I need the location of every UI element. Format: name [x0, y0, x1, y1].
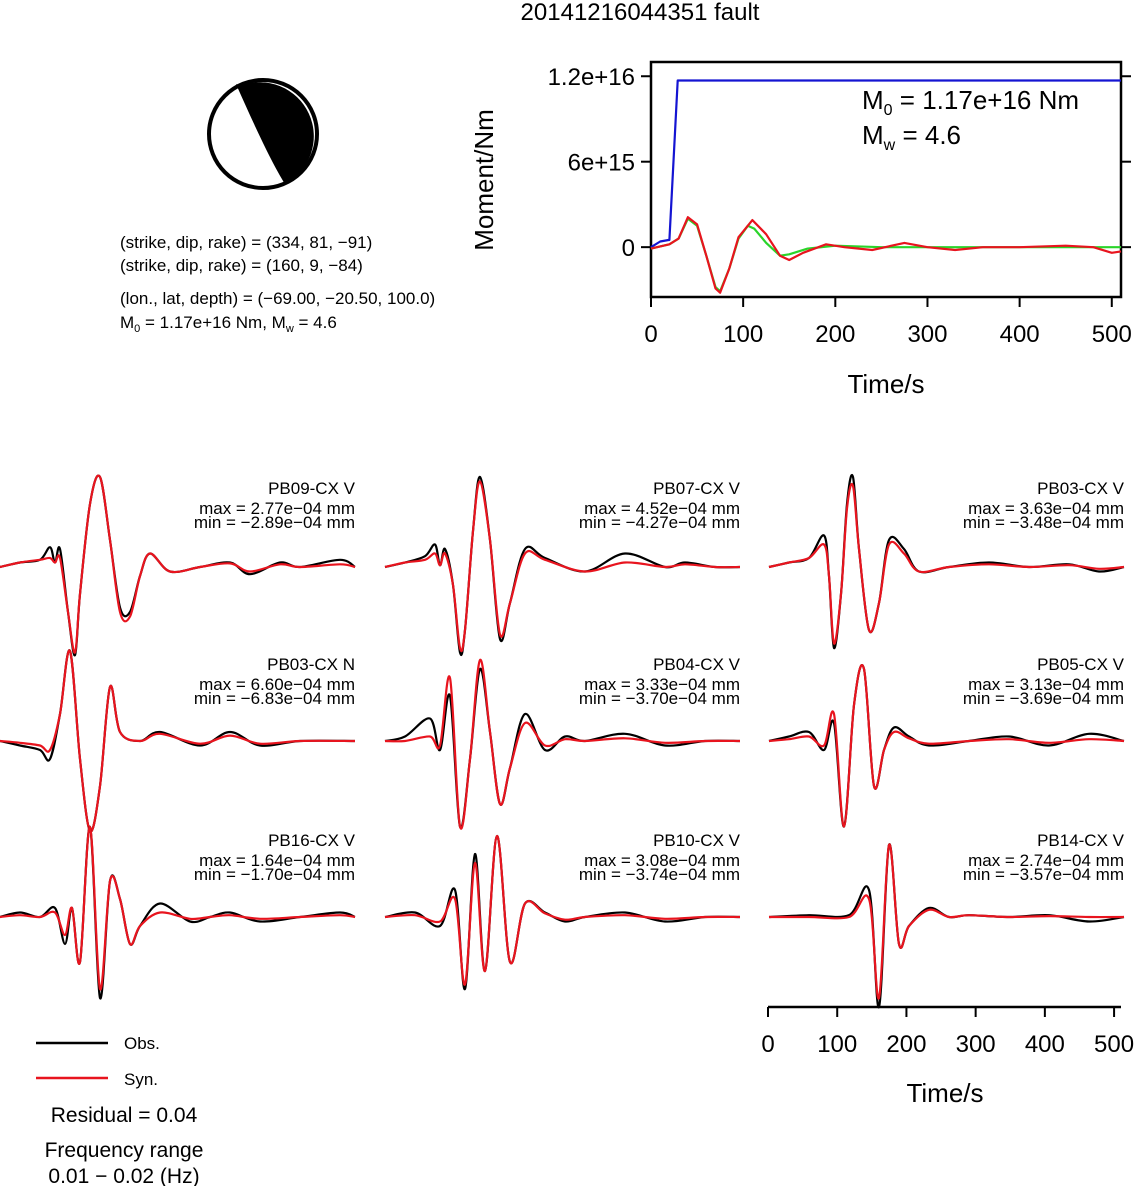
station-max: max = 3.13e−04 mm	[968, 675, 1124, 694]
moment-y-tick-label: 1.2e+16	[548, 64, 635, 91]
moment-series	[650, 79, 1122, 294]
synthetic-trace	[384, 834, 741, 986]
moment-x-tick-label: 100	[723, 321, 763, 348]
station-max: max = 6.60e−04 mm	[199, 675, 355, 694]
legend: Obs. Syn. Residual = 0.04 Frequency rang…	[36, 1034, 203, 1186]
waveform-x-label: Time/s	[906, 1078, 983, 1108]
station-max: max = 2.74e−04 mm	[968, 851, 1124, 870]
station-max: max = 4.52e−04 mm	[584, 499, 740, 518]
station-min: min = −1.70e−04 mm	[194, 865, 355, 884]
moment-series-rate	[650, 217, 1121, 293]
station-label: PB10-CX V	[653, 831, 741, 850]
synthetic-trace	[0, 474, 356, 654]
station-min: min = −3.48e−04 mm	[963, 513, 1124, 532]
legend-obs-label: Obs.	[124, 1034, 160, 1053]
station-max: max = 1.64e−04 mm	[199, 851, 355, 870]
moment-x-tick-label: 400	[1000, 321, 1040, 348]
station-max: max = 2.77e−04 mm	[199, 499, 355, 518]
station-label: PB07-CX V	[653, 479, 741, 498]
moment-x-label: Time/s	[847, 369, 924, 399]
station-max: max = 3.63e−04 mm	[968, 499, 1124, 518]
moment-x-tick-label: 300	[907, 321, 947, 348]
station-min: min = −2.89e−04 mm	[194, 513, 355, 532]
synthetic-trace	[0, 649, 356, 833]
station-min: min = −4.27e−04 mm	[579, 513, 740, 532]
station-max: max = 3.33e−04 mm	[584, 675, 740, 694]
legend-residual: Residual = 0.04	[51, 1104, 198, 1127]
station-label: PB05-CX V	[1037, 655, 1125, 674]
station-label: PB04-CX V	[653, 655, 741, 674]
synthetic-trace	[0, 825, 356, 991]
station-min: min = −3.57e−04 mm	[963, 865, 1124, 884]
mechanism-line-2: (strike, dip, rake) = (160, 9, −84)	[120, 256, 363, 275]
moment-series-cumulative	[650, 79, 1121, 249]
waveform-x-tick-label: 400	[1025, 1031, 1065, 1058]
legend-frequency-value: 0.01 − 0.02 (Hz)	[48, 1165, 199, 1186]
mechanism-line-4: M0 = 1.17e+16 Nm, Mw = 4.6	[120, 313, 337, 335]
figure-title: 20141216044351 fault	[521, 0, 760, 26]
mechanism-line-3: (lon., lat, depth) = (−69.00, −20.50, 10…	[120, 289, 435, 308]
mechanism-text: (strike, dip, rake) = (334, 81, −91) (st…	[120, 233, 435, 335]
moment-y-tick-label: 0	[622, 235, 635, 262]
station-min: min = −6.83e−04 mm	[194, 689, 355, 708]
station-label: PB03-CX V	[1037, 479, 1125, 498]
station-min: min = −3.69e−04 mm	[963, 689, 1124, 708]
waveform-x-tick-label: 0	[761, 1031, 774, 1058]
moment-x-tick-label: 0	[644, 321, 657, 348]
waveform-x-tick-label: 500	[1094, 1031, 1134, 1058]
mechanism-line-1: (strike, dip, rake) = (334, 81, −91)	[120, 233, 372, 252]
synthetic-trace	[384, 658, 741, 830]
moment-y-tick-label: 6e+15	[568, 150, 635, 177]
station-label: PB09-CX V	[268, 479, 356, 498]
station-min: min = −3.70e−04 mm	[579, 689, 740, 708]
beachball	[207, 78, 319, 190]
moment-y-label: Moment/Nm	[469, 109, 499, 251]
waveform-x-tick-label: 100	[817, 1031, 857, 1058]
moment-y-axis: 0 6e+15 1.2e+16	[548, 64, 1131, 262]
waveform-x-tick-label: 200	[886, 1031, 926, 1058]
station-label: PB16-CX V	[268, 831, 356, 850]
moment-mw-annotation: Mw = 4.6	[862, 120, 961, 154]
beachball-compression	[236, 82, 314, 184]
synthetic-trace	[769, 843, 1125, 1000]
moment-x-axis: 0 100 200 300 400 500	[644, 297, 1132, 348]
station-label: PB14-CX V	[1037, 831, 1125, 850]
legend-syn-label: Syn.	[124, 1070, 158, 1089]
synthetic-trace	[384, 480, 741, 653]
synthetic-trace	[768, 664, 1125, 828]
moment-x-tick-label: 500	[1092, 321, 1132, 348]
synthetic-trace	[768, 483, 1125, 645]
legend-frequency-title: Frequency range	[45, 1139, 204, 1162]
waveform-x-tick-label: 300	[956, 1031, 996, 1058]
moment-series-synthetic_rate	[650, 216, 1122, 294]
moment-plot-frame	[649, 60, 1123, 299]
moment-m0-annotation: M0 = 1.17e+16 Nm	[862, 85, 1079, 119]
moment-x-tick-label: 200	[815, 321, 855, 348]
station-min: min = −3.74e−04 mm	[579, 865, 740, 884]
station-max: max = 3.08e−04 mm	[584, 851, 740, 870]
station-label: PB03-CX N	[267, 655, 355, 674]
waveform-time-axis: Time/s 0 100 200 300 400 500	[761, 1005, 1134, 1108]
moment-plot: 0 6e+15 1.2e+16 0 100 200 300 400 500 Moment/Nm…	[469, 60, 1132, 399]
